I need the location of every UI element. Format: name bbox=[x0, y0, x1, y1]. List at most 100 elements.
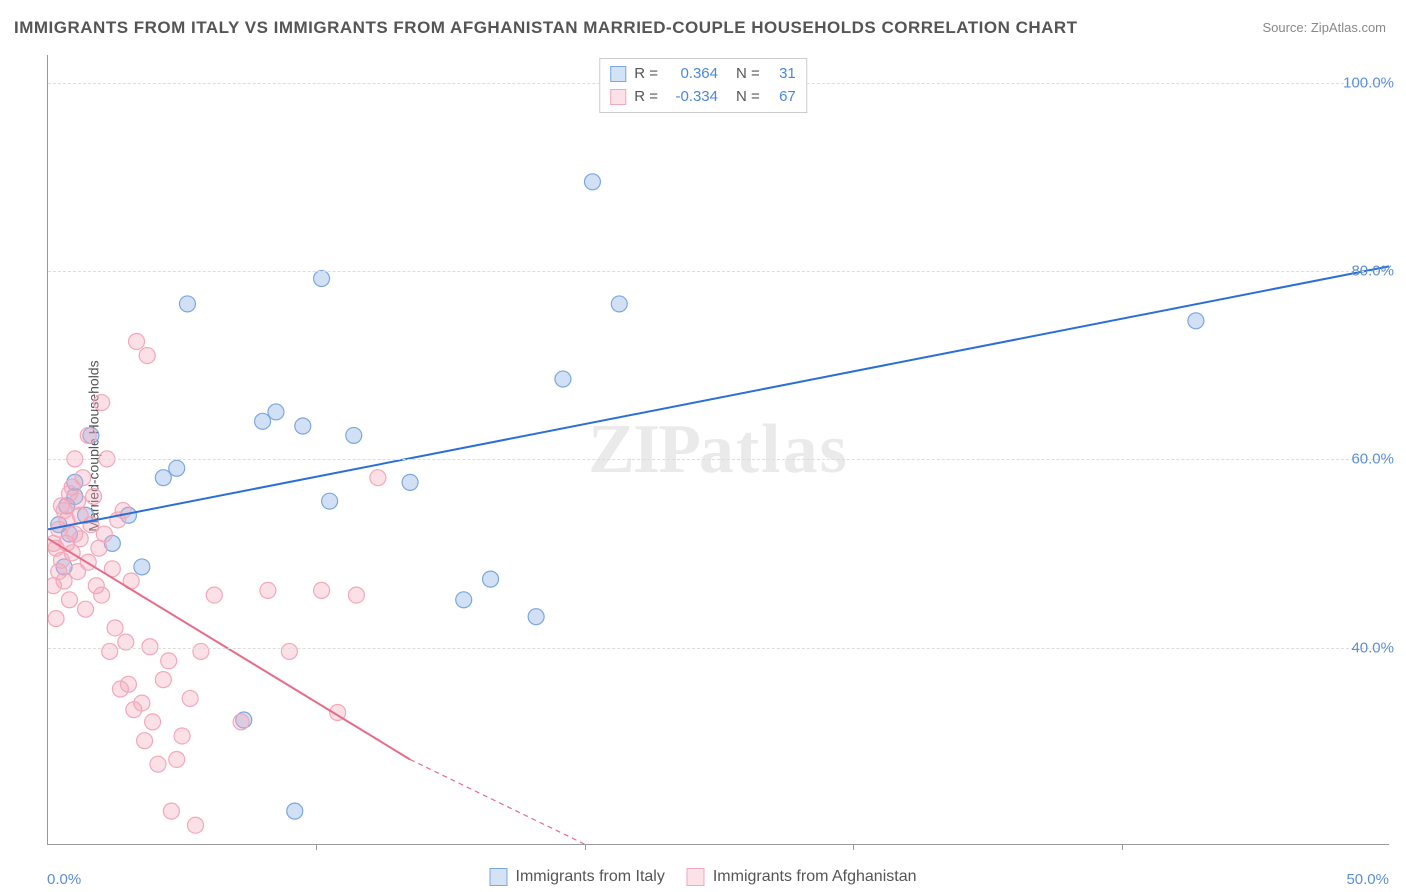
trend-line-dash bbox=[410, 759, 584, 844]
scatter-point bbox=[53, 552, 69, 568]
chart-container: IMMIGRANTS FROM ITALY VS IMMIGRANTS FROM… bbox=[0, 0, 1406, 892]
scatter-point bbox=[51, 521, 67, 537]
scatter-point bbox=[260, 582, 276, 598]
scatter-point bbox=[51, 564, 67, 580]
scatter-point bbox=[314, 582, 330, 598]
scatter-point bbox=[268, 404, 284, 420]
svg-layer bbox=[48, 55, 1389, 844]
scatter-point bbox=[120, 676, 136, 692]
scatter-point bbox=[94, 395, 110, 411]
scatter-point bbox=[88, 578, 104, 594]
scatter-point bbox=[78, 601, 94, 617]
scatter-point bbox=[174, 728, 190, 744]
scatter-point bbox=[86, 488, 102, 504]
scatter-point bbox=[236, 712, 252, 728]
gridline bbox=[48, 459, 1389, 460]
scatter-point bbox=[528, 609, 544, 625]
scatter-point bbox=[281, 643, 297, 659]
gridline bbox=[48, 648, 1389, 649]
scatter-point bbox=[107, 620, 123, 636]
scatter-point bbox=[193, 643, 209, 659]
scatter-point bbox=[78, 507, 94, 523]
legend-r-label: R = bbox=[634, 86, 658, 109]
scatter-point bbox=[72, 531, 88, 547]
scatter-point bbox=[134, 559, 150, 575]
scatter-point bbox=[139, 348, 155, 364]
scatter-point bbox=[48, 540, 64, 556]
scatter-point bbox=[169, 460, 185, 476]
chart-title: IMMIGRANTS FROM ITALY VS IMMIGRANTS FROM… bbox=[14, 18, 1078, 38]
scatter-point bbox=[188, 817, 204, 833]
legend-swatch bbox=[687, 868, 705, 886]
scatter-point bbox=[96, 526, 112, 542]
scatter-point bbox=[59, 512, 75, 528]
scatter-point bbox=[104, 535, 120, 551]
scatter-point bbox=[115, 503, 131, 519]
scatter-point bbox=[233, 714, 249, 730]
legend-r-value: 0.364 bbox=[666, 63, 718, 86]
scatter-point bbox=[370, 470, 386, 486]
y-tick-label: 40.0% bbox=[1351, 639, 1394, 656]
legend-item: Immigrants from Italy bbox=[490, 868, 665, 886]
scatter-point bbox=[163, 803, 179, 819]
scatter-point bbox=[145, 714, 161, 730]
y-tick-label: 100.0% bbox=[1343, 75, 1394, 92]
scatter-point bbox=[322, 493, 338, 509]
scatter-point bbox=[287, 803, 303, 819]
trend-line bbox=[48, 266, 1389, 529]
scatter-point bbox=[483, 571, 499, 587]
legend-swatch bbox=[610, 89, 626, 105]
scatter-point bbox=[48, 535, 61, 551]
scatter-point bbox=[155, 470, 171, 486]
plot-area: ZIPatlas bbox=[47, 55, 1389, 845]
x-tick bbox=[853, 844, 854, 850]
legend-stats: R =0.364N =31R =-0.334N =67 bbox=[599, 58, 807, 113]
scatter-point bbox=[67, 488, 83, 504]
scatter-point bbox=[61, 486, 77, 502]
scatter-point bbox=[70, 564, 86, 580]
legend-n-value: 67 bbox=[768, 86, 796, 109]
scatter-point bbox=[161, 653, 177, 669]
legend-item: Immigrants from Afghanistan bbox=[687, 868, 917, 886]
gridline bbox=[48, 271, 1389, 272]
scatter-point bbox=[611, 296, 627, 312]
legend-series-name: Immigrants from Afghanistan bbox=[713, 868, 917, 885]
scatter-point bbox=[348, 587, 364, 603]
legend-r-value: -0.334 bbox=[666, 86, 718, 109]
scatter-point bbox=[155, 672, 171, 688]
scatter-point bbox=[295, 418, 311, 434]
legend-swatch bbox=[490, 868, 508, 886]
legend-stat-row: R =0.364N =31 bbox=[610, 63, 796, 86]
scatter-point bbox=[402, 474, 418, 490]
scatter-point bbox=[134, 695, 150, 711]
scatter-point bbox=[48, 578, 61, 594]
scatter-point bbox=[112, 681, 128, 697]
scatter-point bbox=[51, 517, 67, 533]
scatter-point bbox=[80, 554, 96, 570]
scatter-point bbox=[120, 507, 136, 523]
scatter-point bbox=[64, 479, 80, 495]
scatter-point bbox=[72, 507, 88, 523]
scatter-point bbox=[129, 333, 145, 349]
source-label: Source: ZipAtlas.com bbox=[1262, 20, 1386, 35]
watermark: ZIPatlas bbox=[588, 410, 849, 490]
scatter-point bbox=[70, 493, 86, 509]
x-tick-label: 50.0% bbox=[1346, 871, 1389, 888]
scatter-point bbox=[179, 296, 195, 312]
x-tick bbox=[585, 844, 586, 850]
scatter-point bbox=[83, 517, 99, 533]
scatter-point bbox=[61, 526, 77, 542]
legend-n-value: 31 bbox=[768, 63, 796, 86]
y-tick-label: 60.0% bbox=[1351, 451, 1394, 468]
scatter-point bbox=[64, 545, 80, 561]
legend-n-label: N = bbox=[736, 63, 760, 86]
scatter-point bbox=[314, 271, 330, 287]
scatter-point bbox=[104, 561, 120, 577]
scatter-point bbox=[102, 643, 118, 659]
scatter-point bbox=[137, 733, 153, 749]
scatter-point bbox=[83, 427, 99, 443]
scatter-point bbox=[150, 756, 166, 772]
scatter-point bbox=[48, 611, 64, 627]
scatter-point bbox=[94, 587, 110, 603]
scatter-point bbox=[59, 498, 75, 514]
